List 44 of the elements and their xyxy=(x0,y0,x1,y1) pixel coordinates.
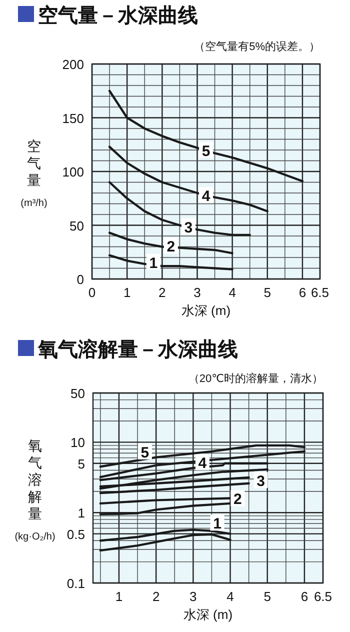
annotation: 1 xyxy=(213,516,222,533)
y-tick-label: 1 xyxy=(78,506,85,521)
y-tick-label: 100 xyxy=(62,164,84,180)
y-tick-label: 150 xyxy=(62,110,84,126)
x-tick-label: 4 xyxy=(228,285,236,300)
y-tick-label: 0.1 xyxy=(66,576,85,591)
y-tick-label: 10 xyxy=(70,435,85,450)
annotation: 3 xyxy=(184,219,193,236)
chart-subtitle: （20℃时的溶解量，清水） xyxy=(188,372,323,385)
x-tick-label: 3 xyxy=(190,589,197,604)
x-axis-title: 水深 (m) xyxy=(183,607,233,622)
y-tick-label: 200 xyxy=(62,57,84,72)
chart-title: 氧气溶解量－水深曲线 xyxy=(37,338,238,361)
x-tick-label: 6.5 xyxy=(314,589,332,604)
y-tick-label: 0 xyxy=(76,272,84,287)
x-tick-label: 2 xyxy=(152,589,160,604)
x-tick-label: 6 xyxy=(300,589,308,604)
chart-subtitle: （空气量有5%的误差。） xyxy=(194,40,320,53)
y-tick-label: 0.5 xyxy=(66,526,85,542)
annotation: 4 xyxy=(198,455,208,472)
x-tick-label: 1 xyxy=(115,589,123,604)
y-axis-title: 空气量 (m³/h) xyxy=(20,138,48,209)
x-tick-label: 4 xyxy=(226,589,234,604)
x-tick-label: 3 xyxy=(194,285,201,300)
annotation: 1 xyxy=(149,254,158,272)
x-tick-label: 2 xyxy=(158,285,166,300)
annotation: 3 xyxy=(256,473,265,490)
annotation: 4 xyxy=(202,188,211,206)
x-tick-label: 5 xyxy=(264,285,271,300)
chart-title: 空气量－水深曲线 xyxy=(38,4,198,27)
annotation: 2 xyxy=(234,491,242,508)
annotation: 2 xyxy=(166,238,176,256)
x-axis-title: 水深 (m) xyxy=(181,303,231,318)
y-tick-label: 5 xyxy=(78,456,85,472)
x-tick-label: 6 xyxy=(298,285,306,300)
annotation: 5 xyxy=(140,444,150,462)
x-tick-label: 5 xyxy=(264,589,271,604)
x-tick-label: 1 xyxy=(123,285,131,300)
y-tick-label: 50 xyxy=(70,386,85,401)
y-axis-title: 氧气溶解量 (kg·O₂/h) xyxy=(14,438,56,542)
x-tick-label: 0 xyxy=(88,285,96,300)
x-tick-label: 6.5 xyxy=(310,285,330,300)
y-tick-label: 50 xyxy=(70,218,84,234)
annotation: 5 xyxy=(202,143,210,160)
